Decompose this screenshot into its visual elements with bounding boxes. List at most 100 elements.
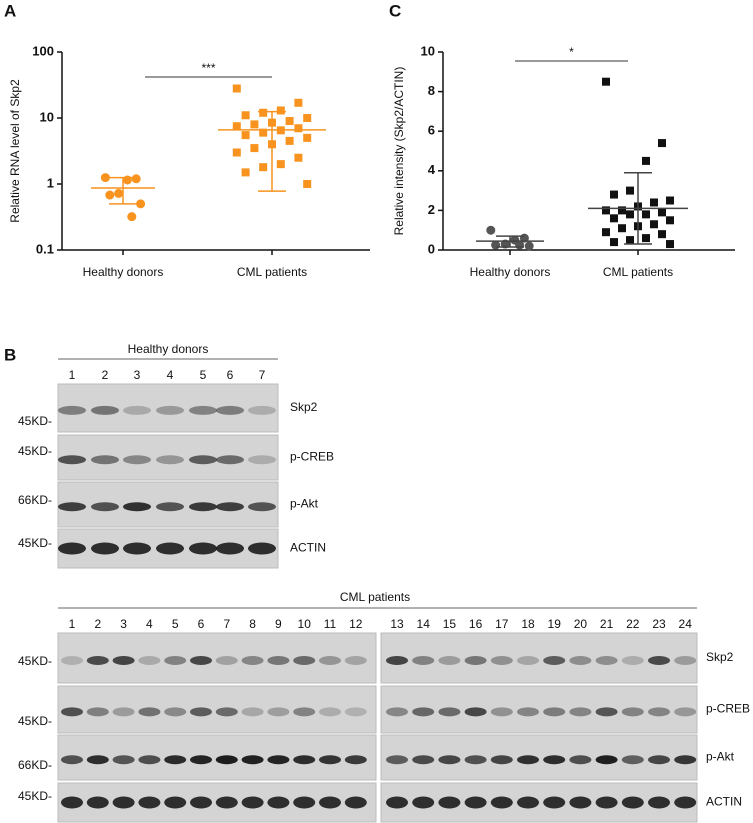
y-tick-label: 0 — [428, 241, 435, 256]
blot-band — [164, 707, 187, 717]
size-marker: 45KD- — [18, 536, 52, 550]
y-tick-label: 100 — [32, 43, 54, 58]
blot-strip — [380, 685, 698, 734]
data-point — [241, 168, 250, 177]
panel-letter: A — [4, 1, 16, 20]
blot-band — [621, 796, 644, 809]
blot-band — [674, 755, 697, 765]
blot-band — [112, 656, 135, 665]
data-point — [666, 240, 674, 249]
blot-band — [490, 796, 513, 809]
blot-band — [248, 542, 276, 555]
blot-band — [248, 502, 276, 512]
blot-title: Healthy donors — [128, 342, 209, 356]
lane-number: 15 — [443, 617, 457, 631]
panel-letter: C — [389, 1, 401, 20]
blot-band — [648, 707, 670, 717]
blot-band — [595, 755, 618, 765]
blot-band — [156, 502, 184, 512]
lane-number: 20 — [574, 617, 588, 631]
size-marker: 66KD- — [18, 493, 52, 507]
data-point — [241, 111, 250, 120]
blot-band — [319, 755, 341, 765]
blot-band — [58, 455, 86, 465]
blot-strip — [380, 734, 698, 781]
blot-band — [215, 796, 238, 809]
blot-band — [164, 796, 187, 809]
data-point — [136, 199, 146, 209]
lane-number: 23 — [652, 617, 666, 631]
size-marker: 45KD- — [18, 789, 52, 803]
blot-band — [267, 656, 290, 665]
blot-band — [112, 755, 135, 765]
data-point — [602, 228, 610, 237]
blot-band — [490, 656, 513, 665]
data-point — [276, 160, 285, 169]
data-point — [626, 210, 634, 219]
lane-number: 11 — [324, 617, 337, 631]
panel-letter: B — [4, 345, 16, 364]
blot-band — [241, 796, 264, 809]
blot-band — [543, 707, 566, 717]
blot-band — [156, 405, 184, 415]
blot-band — [386, 755, 408, 765]
lane-number: 6 — [198, 617, 205, 631]
data-point — [650, 220, 658, 229]
x-tick-label: Healthy donors — [470, 265, 551, 279]
y-tick-label: 1 — [47, 175, 54, 190]
lane-number: 16 — [469, 617, 483, 631]
blot-band — [543, 656, 566, 665]
lane-number: 10 — [298, 617, 312, 631]
blot-band — [267, 707, 290, 717]
blot-band — [464, 796, 487, 809]
data-point — [259, 108, 268, 117]
blot-band — [621, 707, 644, 717]
data-point — [303, 180, 312, 188]
protein-label: Skp2 — [706, 650, 734, 664]
lane-number: 4 — [167, 368, 174, 382]
data-point — [642, 234, 650, 243]
blot-band — [123, 455, 151, 465]
data-point — [250, 144, 259, 153]
lane-number: 22 — [626, 617, 640, 631]
blot-band — [490, 755, 513, 765]
blot-band — [464, 707, 487, 717]
blot-band — [595, 707, 618, 717]
blot-band — [621, 755, 644, 765]
data-point — [618, 224, 626, 233]
lane-number: 7 — [259, 368, 266, 382]
blot-band — [248, 455, 276, 465]
blot-band — [344, 796, 367, 809]
blot-band — [674, 796, 697, 809]
blot-strip — [380, 632, 698, 684]
blot-band — [438, 707, 461, 717]
blot-band — [91, 405, 119, 415]
blot-band — [386, 656, 408, 665]
lane-number: 5 — [200, 368, 207, 382]
blot-band — [569, 656, 592, 665]
blot-band — [215, 755, 238, 765]
blot-band — [86, 656, 109, 665]
data-point — [285, 136, 294, 145]
data-point — [276, 106, 285, 115]
blot-band — [91, 542, 119, 555]
blot-band — [412, 796, 435, 809]
data-point — [642, 156, 650, 165]
data-point — [658, 139, 666, 148]
size-marker: 45KD- — [18, 654, 52, 668]
blot-band — [464, 755, 487, 765]
blot-band — [517, 656, 539, 665]
blot-band — [138, 707, 161, 717]
y-tick-label: 0.1 — [36, 241, 54, 256]
size-marker: 45KD- — [18, 714, 52, 728]
y-tick-label: 8 — [428, 83, 435, 98]
blot-band — [58, 502, 86, 512]
blot-band — [648, 796, 670, 809]
data-point — [105, 190, 115, 200]
blot-band — [543, 796, 566, 809]
lane-number: 3 — [134, 368, 141, 382]
y-axis-label: Relative RNA level of Skp2 — [8, 79, 22, 223]
data-point — [303, 133, 312, 142]
blot-band — [61, 656, 83, 665]
